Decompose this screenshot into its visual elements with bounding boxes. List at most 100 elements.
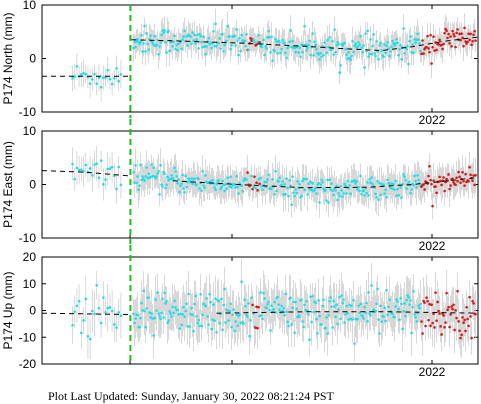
data-point	[367, 55, 370, 58]
recent-data-point	[439, 179, 442, 183]
data-point	[169, 177, 172, 181]
data-point	[361, 314, 364, 318]
data-point	[176, 48, 179, 52]
data-point	[322, 187, 325, 191]
data-point	[353, 44, 356, 47]
data-point	[353, 342, 356, 345]
data-point	[386, 313, 389, 317]
data-point	[311, 294, 314, 298]
data-point	[412, 183, 415, 187]
data-point	[144, 50, 147, 53]
data-point	[343, 321, 346, 324]
data-point	[220, 297, 223, 301]
recent-data-point	[454, 45, 457, 49]
data-point	[370, 284, 373, 287]
data-point	[396, 187, 399, 191]
data-point	[229, 47, 232, 51]
data-point	[371, 182, 374, 186]
data-point	[398, 47, 401, 51]
data-point	[282, 193, 285, 196]
data-point	[236, 185, 239, 189]
data-point	[218, 321, 221, 325]
recent-data-point	[459, 336, 462, 340]
data-point	[377, 198, 380, 202]
data-point	[174, 170, 177, 173]
data-point	[207, 323, 210, 326]
data-point	[163, 291, 166, 295]
data-point	[178, 327, 181, 330]
data-point	[224, 182, 227, 186]
data-point	[164, 302, 167, 305]
recent-data-point	[464, 40, 467, 43]
recent-data-point	[462, 321, 465, 324]
data-point	[159, 317, 162, 321]
data-point	[153, 34, 156, 38]
data-point	[202, 35, 205, 38]
data-point	[181, 312, 184, 316]
data-point	[151, 317, 154, 320]
data-point	[286, 186, 289, 190]
data-point	[403, 175, 406, 179]
recent-data-point	[430, 182, 433, 186]
data-point	[320, 323, 323, 326]
data-point	[266, 302, 269, 306]
data-point	[240, 33, 243, 37]
recent-data-point	[258, 182, 261, 186]
data-point	[311, 32, 314, 35]
data-point	[285, 56, 288, 60]
data-point	[301, 320, 304, 323]
data-point	[191, 182, 194, 186]
recent-data-point	[463, 318, 466, 322]
data-point	[138, 325, 141, 329]
data-point	[370, 176, 373, 179]
data-point	[99, 85, 103, 89]
data-point	[399, 186, 402, 189]
data-point	[375, 39, 378, 43]
data-point	[417, 38, 420, 41]
data-point	[409, 299, 412, 302]
recent-data-point	[455, 31, 458, 35]
data-point	[275, 189, 278, 193]
recent-data-point	[453, 34, 456, 38]
data-point	[318, 201, 321, 204]
recent-data-point	[429, 33, 432, 37]
data-point	[263, 180, 266, 184]
data-point	[117, 165, 121, 169]
data-point	[368, 178, 371, 181]
data-point	[246, 315, 249, 318]
data-point	[217, 178, 220, 182]
data-point	[410, 188, 413, 191]
data-point	[405, 187, 408, 190]
data-point	[281, 38, 284, 42]
data-point	[211, 318, 214, 321]
data-point	[106, 167, 110, 171]
data-point	[239, 49, 242, 53]
data-point	[117, 311, 121, 314]
data-point	[173, 34, 176, 38]
recent-data-point	[449, 313, 452, 316]
data-point	[360, 192, 363, 196]
data-point	[369, 181, 372, 185]
recent-data-point	[434, 291, 437, 294]
data-point	[146, 176, 149, 180]
data-point	[175, 175, 178, 178]
data-point	[205, 297, 208, 300]
recent-data-point	[455, 176, 458, 180]
data-point	[133, 181, 136, 184]
recent-data-point	[458, 329, 461, 333]
data-point	[140, 178, 143, 182]
data-point	[223, 189, 226, 193]
recent-data-point	[431, 45, 434, 49]
data-point	[367, 194, 370, 197]
data-point	[86, 334, 90, 338]
data-point	[311, 181, 314, 185]
data-point	[328, 299, 331, 303]
data-point	[270, 35, 273, 39]
data-point	[286, 320, 289, 324]
recent-data-point	[466, 317, 469, 321]
data-point	[99, 321, 103, 325]
data-point	[337, 43, 340, 46]
data-point	[93, 72, 96, 76]
data-point	[267, 300, 270, 304]
